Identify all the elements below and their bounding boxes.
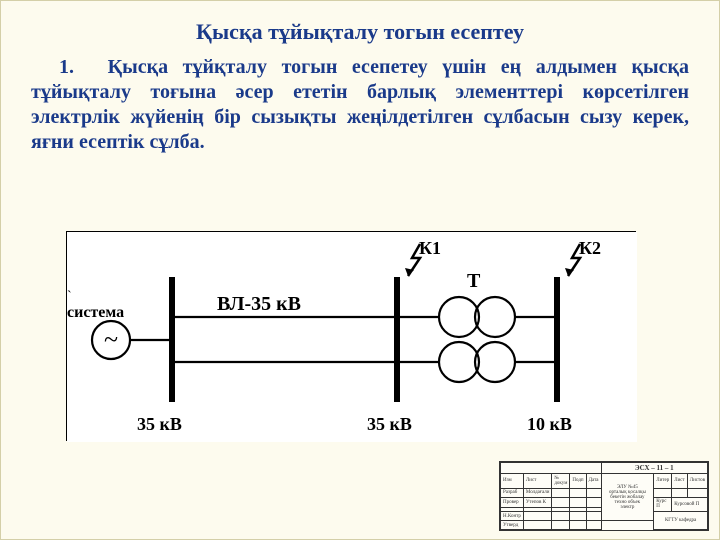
body-text: Қысқа тұйқталу тогын есепетеу үшін ең ал… — [31, 56, 689, 153]
svg-text:`: ` — [67, 289, 72, 304]
svg-text:система: система — [67, 304, 124, 321]
svg-text:~: ~ — [104, 325, 118, 354]
body-paragraph: 1. Қысқа тұйқталу тогын есепетеу үшін ең… — [31, 55, 689, 155]
diagram-svg: 35 кВ 35 кВ 10 кВ ~ К1 К2 система ВЛ-35 кВ Т ` — [67, 232, 637, 442]
circuit-diagram: 35 кВ 35 кВ 10 кВ ~ К1 К2 система ВЛ-35 кВ Т ` — [66, 231, 636, 441]
svg-text:ВЛ-35 кВ: ВЛ-35 кВ — [217, 293, 301, 315]
page-title: Қысқа тұйықталу тогын есептеу — [31, 19, 689, 45]
svg-text:К2: К2 — [579, 238, 601, 258]
slide: Қысқа тұйықталу тогын есептеу 1. Қысқа т… — [0, 0, 720, 540]
svg-text:35 кВ: 35 кВ — [367, 414, 412, 434]
title-block-stamp: ЭСХ – 11 – 1ИзмЛист№ докумПодпДатаЭЛУ №4… — [499, 461, 709, 531]
stamp-table: ЭСХ – 11 – 1ИзмЛист№ докумПодпДатаЭЛУ №4… — [500, 462, 708, 530]
svg-text:10 кВ: 10 кВ — [527, 414, 572, 434]
svg-text:Т: Т — [467, 270, 481, 292]
list-number: 1. — [59, 55, 93, 80]
svg-text:35 кВ: 35 кВ — [137, 414, 182, 434]
svg-text:К1: К1 — [419, 238, 441, 258]
